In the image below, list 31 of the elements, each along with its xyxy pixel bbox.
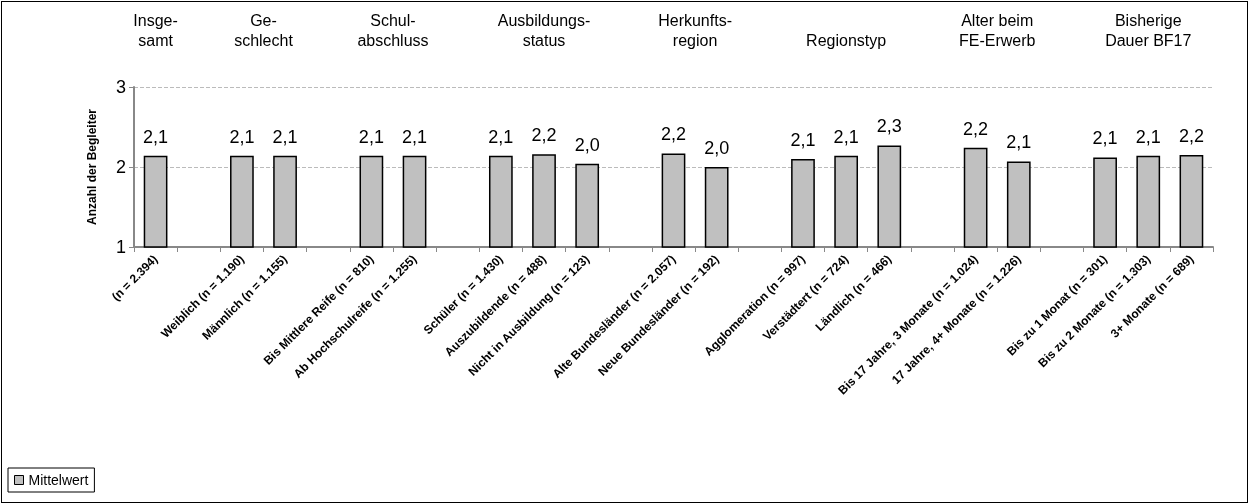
data-label: 2,2 [531,125,557,146]
data-label: 2,1 [1135,126,1161,147]
text: Herkunfts- region [658,11,732,49]
data-label: 2,1 [229,126,255,147]
data-label: 2,1 [790,130,816,150]
data-label: 2,2 [1178,126,1204,146]
data-label: 2,1 [488,126,514,147]
text: Insge- samt [133,11,178,49]
data-label: 2,3 [876,116,902,137]
text: Alter beim FE-Erwerb [958,11,1036,49]
text: Bisherige Dauer BF17 [1105,11,1192,49]
data-label: 2,1 [272,126,298,147]
y-axis-title: Anzahl der Begleiter [85,108,99,226]
text: Schul- abschluss [357,11,429,49]
text: Ge- schlecht [234,11,294,49]
text: Ausbildungs- status [497,11,591,49]
y-tick-label: 1 [115,237,126,257]
data-label: 2,1 [402,126,428,147]
data-label: 2,1 [143,126,169,147]
data-label: 2,2 [963,118,989,139]
text: Regionstyp [806,31,887,49]
y-tick-label: 2 [115,157,126,177]
data-label: 2,1 [358,126,384,147]
data-label: 2,2 [660,124,687,145]
data-label: 2,1 [1006,132,1032,153]
data-label: 2,1 [1092,128,1118,149]
data-label: 2,0 [704,138,730,158]
y-tick-label: 3 [115,77,126,97]
legend-label: Mittelwert [28,472,89,488]
data-label: 2,1 [833,126,859,147]
data-label: 2,0 [574,134,600,155]
